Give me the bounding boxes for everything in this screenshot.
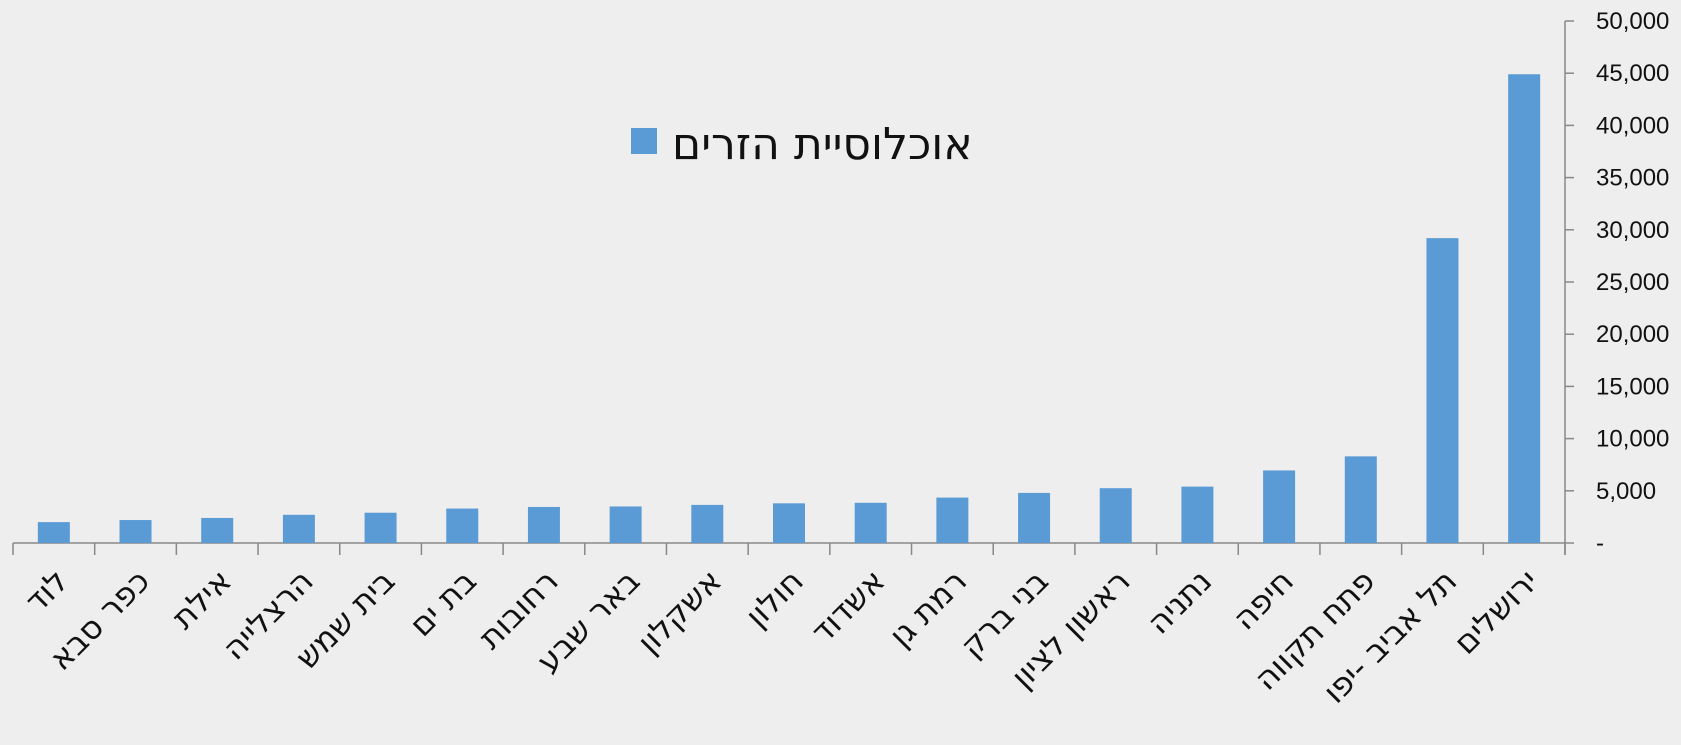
y-tick-label: 10,000 (1596, 426, 1669, 453)
legend: אוכלוסיית הזרים (631, 119, 973, 170)
bar (609, 506, 642, 543)
category-label: לוד (17, 562, 75, 620)
y-tick-label: 5,000 (1596, 478, 1656, 505)
bar (527, 506, 560, 543)
bar (854, 502, 887, 543)
y-tick-label: 20,000 (1596, 321, 1669, 348)
bar (1181, 486, 1214, 543)
bar (201, 517, 234, 543)
bar (1426, 238, 1459, 544)
bar (936, 497, 969, 543)
legend-label: אוכלוסיית הזרים (672, 119, 973, 170)
bar (1018, 492, 1051, 543)
category-label: ירושלים (1446, 562, 1546, 662)
bar (1508, 74, 1541, 543)
bar (119, 520, 152, 543)
bar (1263, 470, 1296, 543)
bar (37, 522, 70, 543)
y-tick-label: 35,000 (1596, 165, 1669, 192)
bar (446, 508, 479, 543)
bar (364, 512, 397, 543)
bar (1099, 488, 1132, 543)
y-tick-label: 50,000 (1596, 8, 1669, 35)
bar (691, 504, 724, 543)
y-tick-label: 45,000 (1596, 60, 1669, 87)
y-tick-label: - (1596, 530, 1604, 557)
category-label: נתניה (1139, 562, 1219, 642)
category-label: אשקלון (630, 562, 729, 661)
y-tick-label: 25,000 (1596, 269, 1669, 296)
bar (282, 514, 315, 543)
bar (1344, 456, 1377, 543)
legend-swatch (631, 128, 657, 154)
category-label: אילת (164, 562, 239, 637)
category-label: אשדוד (803, 562, 892, 651)
category-label: חיפה (1225, 562, 1301, 638)
bar (773, 503, 805, 543)
y-tick-label: 30,000 (1596, 217, 1669, 244)
category-label: חולון (738, 562, 811, 635)
y-tick-label: 15,000 (1596, 373, 1669, 400)
y-tick-label: 40,000 (1596, 112, 1669, 139)
